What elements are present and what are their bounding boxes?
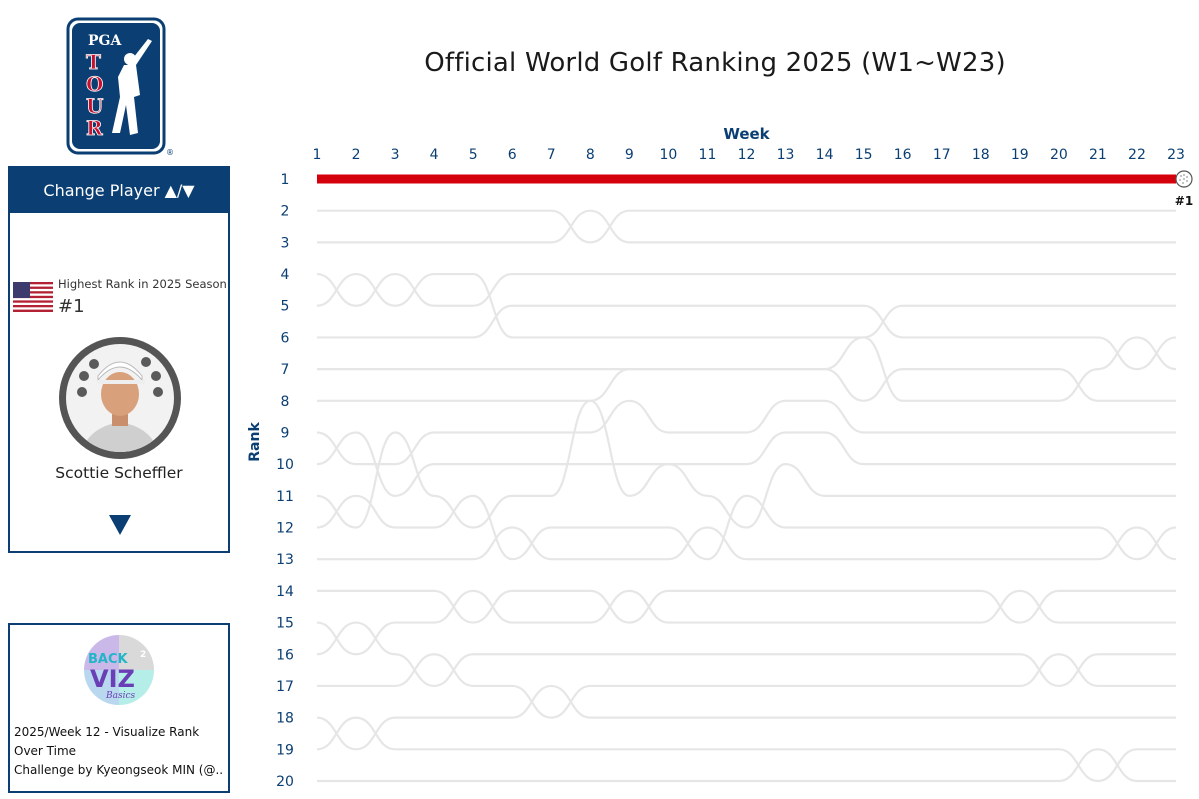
x-tick-label: 9 xyxy=(625,147,634,163)
y-tick-label: 2 xyxy=(281,204,290,220)
x-tick-label: 11 xyxy=(699,147,717,163)
end-rank-label: #1 xyxy=(1175,194,1193,208)
svg-text:®: ® xyxy=(166,148,174,157)
player-avatar xyxy=(59,337,181,459)
x-tick-label: 16 xyxy=(894,147,912,163)
series-line xyxy=(317,209,1176,244)
chart-title: Official World Golf Ranking 2025 (W1~W23… xyxy=(424,48,1006,78)
series-line xyxy=(316,589,1176,656)
y-tick-label: 20 xyxy=(276,774,294,790)
highest-rank-value: #1 xyxy=(58,296,85,317)
credit-line-1: 2025/Week 12 - Visualize Rank xyxy=(14,725,200,739)
y-tick-label: 6 xyxy=(281,330,290,346)
x-tick-label: 7 xyxy=(547,147,556,163)
y-tick-label: 14 xyxy=(276,584,294,600)
series-line xyxy=(316,621,1176,688)
series-line xyxy=(317,748,1176,783)
series-line xyxy=(316,684,1176,751)
y-tick-label: 11 xyxy=(276,489,294,505)
svg-text:T: T xyxy=(86,50,101,74)
y-tick-label: 3 xyxy=(281,235,290,251)
x-tick-label: 13 xyxy=(777,147,795,163)
player-panel: Change Player ▲/▼ Highest Rank in 2025 S… xyxy=(8,166,230,553)
x-tick-label: 3 xyxy=(391,147,400,163)
x-tick-label: 4 xyxy=(430,147,439,163)
y-axis-title: Rank xyxy=(247,422,263,462)
us-flag-icon xyxy=(13,282,53,312)
x-tick-label: 6 xyxy=(508,147,517,163)
golf-ball-dimple xyxy=(1183,174,1185,176)
series-line xyxy=(317,526,1177,561)
x-tick-label: 10 xyxy=(659,147,677,163)
y-tick-label: 19 xyxy=(276,742,294,758)
series-line xyxy=(316,399,1176,466)
x-tick-label: 23 xyxy=(1167,147,1185,163)
player-name: Scottie Scheffler xyxy=(55,464,183,482)
series-line xyxy=(316,272,1176,339)
golf-ball-dimple xyxy=(1179,179,1181,181)
x-tick-label: 20 xyxy=(1050,147,1068,163)
y-tick-label: 16 xyxy=(276,647,294,663)
x-tick-label: 18 xyxy=(972,147,990,163)
x-tick-label: 1 xyxy=(313,147,322,163)
y-tick-label: 18 xyxy=(276,711,294,727)
series-line xyxy=(316,431,1176,497)
series-line xyxy=(316,272,1176,307)
y-tick-label: 10 xyxy=(276,457,294,473)
svg-text:R: R xyxy=(86,116,103,140)
y-tick-label: 15 xyxy=(276,616,294,632)
pga-tour-logo: PGA T O U R ® xyxy=(66,17,174,157)
x-axis-title: Week xyxy=(723,125,770,143)
series-line xyxy=(317,589,1176,624)
series-line xyxy=(316,399,1176,529)
y-tick-label: 1 xyxy=(281,172,290,188)
series-line xyxy=(316,716,1176,783)
x-tick-label: 5 xyxy=(469,147,478,163)
golf-ball-dimple xyxy=(1182,182,1184,184)
x-tick-label: 21 xyxy=(1089,147,1107,163)
series-line xyxy=(317,368,1176,402)
back2viz-basics-logo: BACK 2 VIZ Basics xyxy=(84,635,154,705)
triangle-down-icon[interactable] xyxy=(108,514,132,536)
x-tick-label: 15 xyxy=(855,147,873,163)
y-tick-label: 7 xyxy=(281,362,290,378)
y-tick-label: 5 xyxy=(281,299,290,315)
x-tick-label: 17 xyxy=(933,147,951,163)
change-player-button[interactable]: Change Player ▲/▼ xyxy=(10,168,228,213)
golf-ball-dimple xyxy=(1183,178,1185,180)
golf-ball-dimple xyxy=(1186,176,1188,178)
svg-text:VIZ: VIZ xyxy=(90,665,135,693)
series-line xyxy=(316,209,1176,244)
x-tick-label: 22 xyxy=(1128,147,1146,163)
x-tick-label: 2 xyxy=(352,147,361,163)
y-tick-label: 4 xyxy=(281,267,290,283)
series-line xyxy=(316,494,1177,561)
x-tick-label: 8 xyxy=(586,147,595,163)
y-tick-label: 17 xyxy=(276,679,294,695)
x-tick-label: 14 xyxy=(816,147,834,163)
svg-text:U: U xyxy=(86,94,103,118)
svg-text:PGA: PGA xyxy=(88,33,122,49)
svg-text:O: O xyxy=(86,72,103,96)
golf-ball-dimple xyxy=(1180,175,1182,177)
y-tick-label: 13 xyxy=(276,552,294,568)
y-tick-label: 9 xyxy=(281,425,290,441)
y-tick-label: 12 xyxy=(276,521,294,537)
highest-rank-label: Highest Rank in 2025 Season xyxy=(58,277,227,291)
x-tick-label: 19 xyxy=(1011,147,1029,163)
svg-text:2: 2 xyxy=(140,650,146,660)
svg-text:Basics: Basics xyxy=(105,691,136,701)
series-line xyxy=(317,304,1177,371)
y-tick-label: 8 xyxy=(281,394,290,410)
x-tick-label: 12 xyxy=(738,147,756,163)
series-line xyxy=(316,653,1177,719)
credit-line-3: Challenge by Kyeongseok MIN (@.. xyxy=(14,763,224,777)
credit-panel: BACK 2 VIZ Basics 2025/Week 12 - Visuali… xyxy=(8,623,230,793)
svg-text:BACK: BACK xyxy=(88,652,129,667)
credit-line-2: Over Time xyxy=(14,744,77,758)
golf-ball-dimple xyxy=(1186,180,1188,182)
